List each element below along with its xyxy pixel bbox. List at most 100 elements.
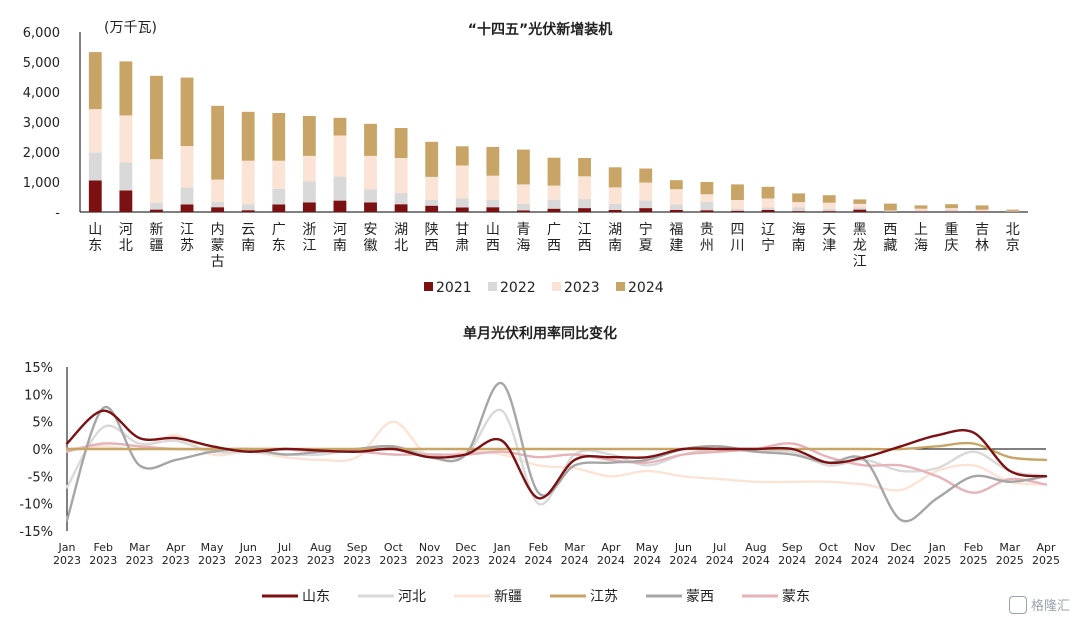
bar-chart-title: “十四五”光伏新增装机 — [468, 21, 612, 38]
bar-2022-山西 — [486, 199, 500, 208]
bar-2022-青海 — [516, 203, 530, 211]
bar-2021-海南 — [792, 211, 806, 212]
line-x-tick-label: Aug 2024 — [742, 541, 770, 567]
bar-category-label: 浙江 — [302, 222, 316, 254]
legend-label: 河北 — [398, 589, 426, 605]
bar-2022-海南 — [792, 207, 806, 212]
bar-2023-广西 — [547, 185, 561, 200]
bar-category-label: 青海 — [516, 222, 530, 254]
bar-2021-内蒙古 — [211, 207, 225, 212]
bar-category-label: 安徽 — [364, 222, 378, 254]
bar-2024-四川 — [731, 184, 744, 200]
bar-y-tick-label: 3,000 — [23, 116, 60, 131]
bar-2023-浙江 — [302, 155, 316, 182]
legend-swatch-2023 — [552, 282, 561, 291]
bar-2023-宁夏 — [639, 182, 653, 201]
line-x-tick-label: May 2024 — [633, 541, 661, 567]
bar-2021-广东 — [272, 204, 286, 212]
line-x-tick-label: Nov 2023 — [416, 541, 444, 567]
bar-2023-福建 — [669, 189, 683, 205]
bar-category-label: 海南 — [792, 222, 806, 254]
line-x-tick-label: Jul 2024 — [706, 541, 734, 567]
bar-2023-新疆 — [150, 159, 163, 203]
bar-2023-西藏 — [883, 210, 897, 212]
bar-2024-湖南 — [608, 167, 622, 188]
bar-2021-浙江 — [302, 202, 316, 212]
bar-2023-河北 — [119, 115, 133, 163]
bar-2024-安徽 — [364, 123, 377, 156]
line-x-tick-label: Nov 2024 — [851, 541, 879, 567]
bar-2023-广东 — [272, 160, 286, 189]
bar-2023-河南 — [333, 135, 347, 177]
bar-2024-西藏 — [883, 203, 897, 211]
bar-2021-湖南 — [608, 209, 622, 212]
bar-category-label: 辽宁 — [761, 222, 775, 254]
bar-2023-黑龙江 — [853, 203, 867, 208]
legend-label: 山东 — [302, 589, 330, 605]
bar-2023-山东 — [88, 109, 102, 153]
line-x-tick-label: Jul 2023 — [271, 541, 299, 567]
bar-2023-天津 — [822, 202, 836, 209]
bar-category-label: 北京 — [1006, 222, 1020, 254]
legend-label: 蒙东 — [782, 589, 810, 605]
bar-2023-山西 — [486, 175, 500, 200]
series-line-山东 — [65, 409, 1048, 500]
bar-2021-湖北 — [394, 204, 408, 212]
bar-2024-陕西 — [425, 141, 439, 177]
line-x-tick-label: Dec 2023 — [452, 541, 480, 567]
bar-2022-辽宁 — [761, 207, 775, 210]
bar-2023-上海 — [914, 208, 928, 211]
bar-2024-贵州 — [700, 182, 714, 195]
bar-2021-河北 — [119, 190, 133, 212]
bar-2021-河南 — [333, 200, 347, 212]
bar-2024-甘肃 — [455, 146, 469, 166]
bar-2021-安徽 — [364, 202, 377, 212]
bar-category-label: 西藏 — [883, 222, 897, 254]
bar-2023-湖南 — [608, 187, 622, 204]
bar-2023-北京 — [1006, 210, 1020, 212]
bar-2024-内蒙古 — [211, 105, 225, 180]
line-y-tick-label: -5% — [28, 470, 53, 485]
bar-2024-黑龙江 — [853, 199, 867, 204]
bar-category-label: 江苏 — [180, 222, 194, 254]
bar-2024-江苏 — [180, 77, 194, 146]
bar-2022-甘肃 — [455, 198, 469, 208]
legend-label: 2022 — [500, 280, 536, 296]
bar-2024-浙江 — [302, 116, 316, 156]
bar-2021-辽宁 — [761, 209, 775, 212]
bar-2021-山西 — [486, 207, 500, 212]
line-x-tick-label: Aug 2023 — [307, 541, 335, 567]
bar-category-label: 湖南 — [608, 222, 622, 254]
bar-y-tick-label: 1,000 — [23, 176, 60, 191]
line-x-tick-label: Feb 2025 — [959, 541, 987, 567]
bar-2023-青海 — [516, 184, 530, 204]
line-x-tick-label: Sep 2023 — [343, 541, 371, 567]
legend-label: 新疆 — [494, 589, 522, 605]
bar-2022-宁夏 — [639, 200, 653, 209]
bar-2021-重庆 — [945, 211, 958, 212]
bar-2021-云南 — [241, 210, 255, 212]
bar-2021-甘肃 — [455, 207, 469, 212]
bar-2021-广西 — [547, 208, 561, 212]
bar-2024-北京 — [1006, 209, 1020, 211]
legend-swatch-2024 — [616, 282, 625, 291]
bar-2024-辽宁 — [761, 186, 775, 199]
watermark-text: 格隆汇 — [1030, 599, 1070, 614]
line-x-tick-label: Mar 2024 — [561, 541, 589, 567]
bar-2022-福建 — [669, 204, 683, 210]
bar-2022-内蒙古 — [211, 202, 225, 208]
bar-2024-宁夏 — [639, 168, 653, 183]
line-x-tick-label: Jan 2024 — [488, 541, 516, 567]
legend-label: 2021 — [436, 280, 472, 296]
bar-2022-西藏 — [883, 211, 897, 212]
legend-label: 蒙西 — [686, 589, 714, 605]
bar-category-label: 重庆 — [945, 222, 959, 254]
bar-2021-宁夏 — [639, 208, 653, 212]
bar-category-label: 福建 — [669, 222, 683, 254]
bar-2022-重庆 — [945, 209, 958, 212]
bar-2022-云南 — [241, 204, 255, 211]
bar-y-tick-label: 2,000 — [23, 146, 60, 161]
bar-category-label: 河北 — [119, 222, 133, 254]
bar-category-label: 湖北 — [394, 222, 408, 254]
